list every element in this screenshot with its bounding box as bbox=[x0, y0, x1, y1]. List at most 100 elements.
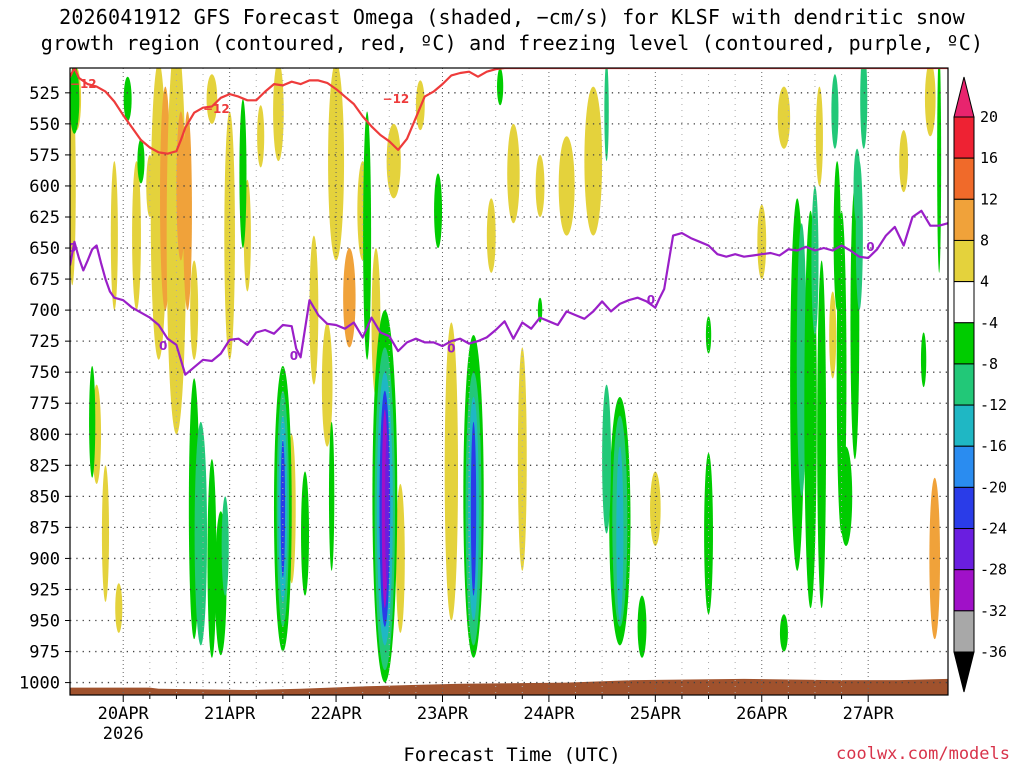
colorbar-band-0 bbox=[953, 116, 975, 159]
colorbar-band-11 bbox=[953, 569, 975, 612]
omega-shade-58 bbox=[280, 440, 286, 578]
omega-shade-77 bbox=[637, 595, 647, 658]
omega-shade-14 bbox=[206, 74, 218, 124]
y-tick-label-12: 825 bbox=[29, 456, 60, 476]
y-tick-label-9: 750 bbox=[29, 363, 60, 383]
y-tick-label-5: 650 bbox=[29, 239, 60, 259]
y-tick-label-4: 625 bbox=[29, 208, 60, 228]
dendritic-contour-line bbox=[70, 68, 948, 155]
colorbar-top-arrow bbox=[953, 76, 975, 118]
omega-shade-12 bbox=[183, 111, 192, 311]
colorbar-tick-12: -32 bbox=[980, 602, 1007, 620]
omega-shade-93 bbox=[860, 68, 868, 149]
omega-shade-35 bbox=[558, 136, 575, 236]
y-tick-label-0: 525 bbox=[29, 84, 60, 104]
omega-shade-43 bbox=[924, 68, 936, 137]
colorbar-tick-4: 4 bbox=[980, 273, 989, 291]
credit-link[interactable]: coolwx.com/models bbox=[836, 744, 1010, 764]
x-tick-year: 2026 bbox=[103, 724, 144, 744]
omega-shade-47 bbox=[123, 76, 132, 122]
omega-shade-23 bbox=[343, 248, 356, 348]
omega-shade-29 bbox=[444, 322, 459, 621]
omega-shade-31 bbox=[486, 198, 496, 273]
omega-shade-5 bbox=[115, 583, 123, 633]
omega-shade-0 bbox=[70, 86, 76, 286]
omega-shading bbox=[70, 68, 942, 683]
chart-title: 2026041912 GFS Forecast Omega (shaded, −… bbox=[0, 4, 1024, 56]
omega-shade-92 bbox=[855, 161, 863, 311]
x-axis: 20APR 21APR 22APR 23APR 24APR 25APR 26APR 27APR… bbox=[98, 695, 895, 744]
colorbar-tick-13: -36 bbox=[980, 643, 1007, 661]
y-tick-label-11: 800 bbox=[29, 425, 60, 445]
omega-shade-50 bbox=[194, 421, 208, 646]
y-tick-label-19: 1000 bbox=[19, 674, 60, 694]
omega-shade-79 bbox=[704, 452, 713, 615]
omega-shade-68 bbox=[434, 173, 443, 249]
x-tick-label-6: 26APR bbox=[736, 704, 788, 724]
omega-shade-15 bbox=[224, 111, 235, 360]
colorbar-tick-6: -8 bbox=[980, 355, 998, 373]
omega-shade-13 bbox=[190, 260, 199, 360]
x-tick-label-4: 24APR bbox=[523, 704, 575, 724]
contour-label-1: −12 bbox=[203, 102, 230, 116]
omega-shade-94 bbox=[920, 332, 927, 388]
colorbar-tick-2: 12 bbox=[980, 190, 998, 208]
colorbar-band-6 bbox=[953, 363, 975, 406]
omega-shade-38 bbox=[757, 204, 767, 280]
colorbar-band-10 bbox=[953, 528, 975, 571]
omega-shade-36 bbox=[584, 86, 603, 236]
y-tick-label-17: 950 bbox=[29, 612, 60, 632]
y-tick-label-1: 550 bbox=[29, 115, 60, 135]
colorbar-tick-11: -28 bbox=[980, 561, 1007, 579]
omega-shade-39 bbox=[777, 86, 791, 149]
contour-label-8: 0 bbox=[866, 240, 874, 254]
omega-shade-85 bbox=[817, 260, 827, 609]
omega-shade-76 bbox=[616, 446, 624, 621]
x-axis-label: Forecast Time (UTC) bbox=[403, 744, 621, 766]
omega-shade-18 bbox=[273, 68, 284, 162]
omega-shade-72 bbox=[470, 421, 477, 596]
x-tick-label-2: 22APR bbox=[310, 704, 362, 724]
colorbar-tick-9: -20 bbox=[980, 478, 1007, 496]
omega-shade-46 bbox=[89, 365, 96, 478]
omega-shade-95 bbox=[937, 68, 942, 273]
omega-shade-73 bbox=[497, 68, 504, 106]
colorbar-tick-3: 8 bbox=[980, 231, 989, 249]
colorbar-tick-7: -12 bbox=[980, 396, 1007, 414]
x-tick-label-1: 21APR bbox=[204, 704, 256, 724]
omega-shade-20 bbox=[309, 235, 319, 385]
contours: −12 −12 −12 0 0 0 0 0 0 bbox=[70, 68, 948, 376]
omega-shade-44 bbox=[929, 477, 941, 640]
omega-shade-51 bbox=[207, 459, 217, 658]
x-tick-label-7: 27APR bbox=[843, 704, 895, 724]
y-tick-label-14: 875 bbox=[29, 518, 60, 538]
colorbar-band-3 bbox=[953, 239, 975, 283]
x-tick-label-5: 25APR bbox=[630, 704, 682, 724]
colorbar-tick-8: -16 bbox=[980, 437, 1007, 455]
colorbar: 20 16 12 8 4 -4 -8 -12 -16 -20 -24 -28 -32 -36 bbox=[953, 76, 1007, 693]
omega-shade-61 bbox=[363, 111, 372, 360]
omega-shade-6 bbox=[132, 161, 141, 311]
omega-shade-48 bbox=[137, 138, 145, 184]
chart-title-line-1: 2026041912 GFS Forecast Omega (shaded, −… bbox=[59, 5, 965, 29]
omega-shade-34 bbox=[535, 154, 545, 217]
colorbar-tick-1: 16 bbox=[980, 149, 998, 167]
y-tick-label-7: 700 bbox=[29, 301, 60, 321]
colorbar-band-1 bbox=[953, 157, 975, 200]
colorbar-band-2 bbox=[953, 198, 975, 241]
y-tick-label-18: 975 bbox=[29, 643, 60, 663]
colorbar-tick-0: 20 bbox=[980, 108, 998, 126]
y-tick-label-8: 725 bbox=[29, 332, 60, 352]
omega-shade-42 bbox=[899, 130, 909, 193]
freezing-level-line bbox=[70, 209, 948, 376]
omega-shade-80 bbox=[779, 614, 788, 652]
omega-shade-11 bbox=[176, 111, 186, 261]
omega-shade-4 bbox=[110, 161, 118, 311]
colorbar-band-5 bbox=[953, 322, 975, 365]
omega-shade-67 bbox=[385, 434, 390, 584]
chart-title-line-2: growth region (contoured, red, ºC) and f… bbox=[40, 31, 984, 55]
omega-shade-27 bbox=[395, 483, 405, 633]
omega-shade-98 bbox=[604, 68, 609, 162]
omega-shade-32 bbox=[507, 123, 520, 224]
